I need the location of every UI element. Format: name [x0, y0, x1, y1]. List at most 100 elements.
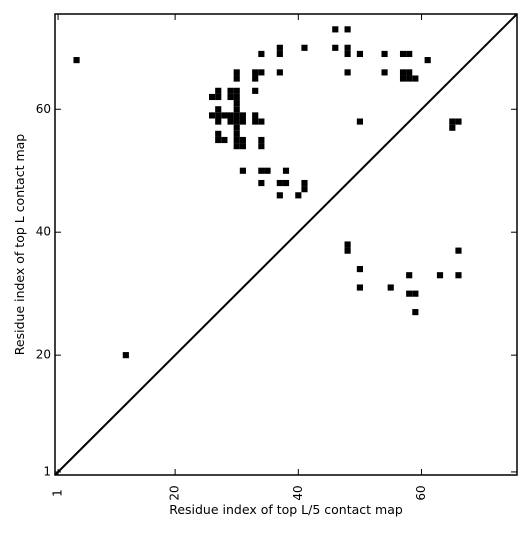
contact-cell: [258, 179, 265, 187]
contact-cell: [227, 87, 234, 94]
contact-cell: [381, 50, 388, 58]
contact-cell: [215, 136, 222, 144]
contact-cell: [233, 106, 240, 113]
y-tick-label: 1: [43, 464, 51, 478]
contact-cell: [344, 247, 351, 254]
x-axis-label: Residue index of top L/5 contact map: [169, 502, 403, 517]
contact-cell: [215, 87, 222, 94]
contact-cell: [252, 112, 259, 119]
contact-cell: [399, 69, 407, 76]
contact-cell: [233, 75, 240, 82]
contact-cell: [258, 118, 265, 125]
y-tick-label: 40: [36, 225, 51, 239]
x-tick-label: 40: [291, 485, 305, 500]
y-tick-label: 60: [36, 102, 51, 116]
contact-cell: [215, 118, 222, 125]
y-axis-label: Residue index of top L contact map: [12, 134, 27, 355]
contact-cell: [356, 266, 363, 273]
x-tick-label: 60: [414, 485, 428, 500]
contact-cell: [455, 272, 462, 279]
contact-cell: [276, 69, 283, 76]
contact-cell: [227, 112, 234, 119]
contact-cell: [406, 290, 413, 297]
contact-cell: [209, 112, 216, 119]
contact-cell: [412, 75, 419, 82]
contact-cell: [239, 112, 246, 119]
contact-cell: [344, 69, 351, 76]
contact-cell: [258, 69, 265, 76]
contact-cell: [258, 136, 265, 144]
contact-cell: [424, 57, 431, 64]
contact-cell: [233, 69, 240, 76]
contact-cell: [258, 143, 265, 150]
contact-cell: [381, 69, 388, 76]
contact-cell: [233, 100, 240, 107]
contact-cell: [258, 50, 265, 58]
contact-cell: [406, 50, 413, 58]
contact-cell: [264, 167, 271, 174]
contact-cell: [276, 50, 283, 58]
contact-cell: [276, 44, 283, 51]
contact-cell: [344, 26, 351, 33]
contact-cell: [252, 87, 259, 94]
contact-cell: [233, 87, 240, 94]
contact-cell: [282, 167, 290, 174]
contact-cell: [233, 93, 240, 101]
contact-cell: [301, 186, 308, 193]
contact-cell: [122, 352, 129, 359]
x-tick-label: 20: [168, 485, 182, 500]
contact-cell: [215, 93, 222, 101]
contact-cell: [227, 93, 234, 101]
contact-cell: [332, 26, 339, 33]
contact-cell: [233, 143, 240, 150]
contact-cell: [356, 118, 363, 125]
contact-cell: [449, 124, 456, 131]
contact-cell: [344, 50, 351, 58]
contact-cells: [73, 26, 462, 359]
plot-frame: [54, 13, 518, 476]
contact-cell: [436, 272, 444, 279]
contact-cell: [233, 136, 240, 144]
contact-cell: [239, 136, 246, 144]
contact-cell: [412, 309, 419, 316]
contact-cell: [252, 69, 259, 76]
contact-cell: [276, 192, 283, 199]
contact-cell: [233, 130, 240, 137]
contact-cell: [252, 118, 259, 125]
x-tick-label: 1: [51, 489, 65, 497]
contact-cell: [73, 57, 80, 64]
contact-cell: [295, 192, 302, 199]
contact-cell: [233, 112, 240, 119]
contact-cell: [221, 112, 228, 119]
contact-cell: [406, 69, 413, 76]
contact-cell: [233, 124, 240, 131]
axis-ticks: 1 20 40 60 1 20 40 60: [36, 14, 517, 501]
diagonal-line: [54, 13, 518, 476]
contact-cell: [276, 179, 283, 187]
contact-cell: [344, 241, 351, 248]
contact-cell: [233, 118, 240, 125]
contact-cell: [412, 290, 419, 297]
contact-cell: [332, 44, 339, 51]
contact-cell: [399, 75, 407, 82]
contact-cell: [301, 179, 308, 187]
contact-cell: [356, 50, 363, 58]
y-tick-label: 20: [36, 348, 51, 362]
contact-cell: [406, 75, 413, 82]
contact-cell: [455, 118, 462, 125]
contact-cell: [227, 118, 234, 125]
contact-cell: [356, 284, 363, 291]
contact-cell: [258, 167, 265, 174]
contact-cell: [399, 50, 407, 58]
contact-cell: [215, 130, 222, 137]
contact-cell: [239, 167, 246, 174]
contact-cell: [209, 93, 216, 101]
contact-cell: [344, 44, 351, 51]
contact-cell: [239, 118, 246, 125]
contact-cell: [449, 118, 456, 125]
contact-cell: [239, 143, 246, 150]
contact-cell: [406, 272, 413, 279]
contact-cell: [215, 106, 222, 113]
